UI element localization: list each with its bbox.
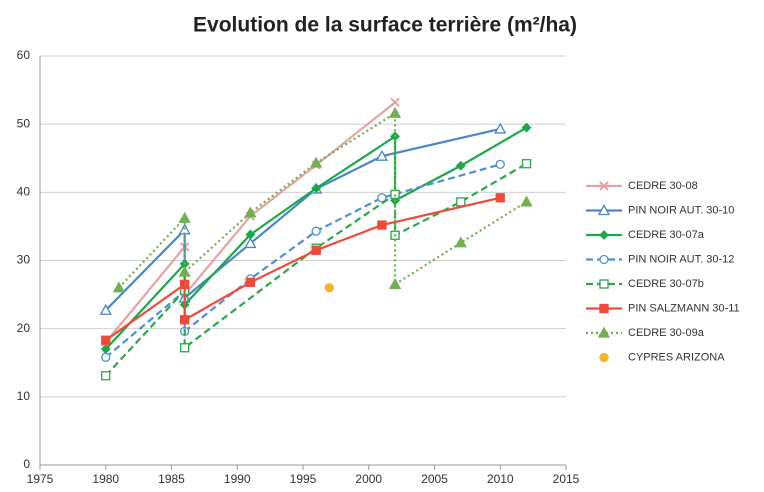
marker (456, 197, 466, 207)
marker (310, 156, 323, 168)
marker (311, 183, 322, 194)
marker (390, 189, 400, 200)
legend-marker (597, 326, 611, 338)
x-tick-label: 1995 (290, 472, 317, 486)
marker (377, 220, 387, 230)
legend-label: CEDRE 30-09a (628, 327, 705, 339)
legend-label: CEDRE 30-07a (628, 229, 705, 241)
y-tick-label: 20 (17, 321, 31, 335)
chart-title: Evolution de la surface terrière (m²/ha) (193, 14, 577, 37)
marker (454, 236, 467, 248)
x-tick-label: 2010 (487, 472, 514, 486)
series-line (104, 162, 528, 377)
x-tick-label: 2015 (553, 472, 580, 486)
legend-label: CEDRE 30-07b (628, 278, 704, 290)
marker (495, 193, 505, 203)
marker (179, 279, 190, 290)
marker (388, 278, 402, 290)
y-tick-label: 50 (17, 116, 31, 130)
marker (390, 97, 400, 108)
legend-marker (599, 303, 609, 314)
marker (494, 122, 507, 134)
marker (311, 245, 321, 255)
x-tick-label: 1990 (224, 472, 251, 486)
marker (244, 237, 257, 249)
marker (455, 160, 466, 171)
marker (495, 159, 505, 170)
marker (377, 193, 387, 203)
marker (99, 303, 112, 315)
y-tick-label: 60 (17, 48, 31, 62)
series-line (104, 127, 501, 312)
legend-marker (597, 204, 611, 216)
marker (112, 281, 126, 293)
marker (179, 343, 190, 353)
x-tick-label: 1975 (27, 472, 54, 486)
y-tick-label: 10 (17, 389, 31, 403)
marker (245, 229, 256, 240)
marker (178, 211, 191, 223)
marker (101, 335, 111, 345)
legend-marker (599, 254, 609, 265)
x-tick-label: 2005 (421, 472, 448, 486)
marker (311, 226, 321, 236)
marker (179, 315, 190, 325)
marker (521, 159, 532, 169)
marker (375, 149, 389, 161)
y-tick-label: 30 (17, 253, 31, 267)
legend-marker (599, 352, 609, 363)
legend-label: CEDRE 30-08 (628, 180, 698, 192)
marker (521, 122, 532, 133)
marker (178, 265, 191, 277)
marker (324, 283, 334, 293)
legend-marker (599, 181, 609, 191)
x-tick-label: 1980 (92, 472, 119, 486)
marker (520, 195, 533, 207)
y-tick-label: 0 (23, 457, 30, 471)
y-tick-label: 40 (17, 185, 31, 199)
series-line (104, 101, 396, 344)
x-tick-label: 2000 (355, 472, 382, 486)
legend-label: PIN NOIR AUT. 30-12 (628, 253, 734, 265)
x-tick-label: 1985 (158, 472, 185, 486)
marker (101, 371, 111, 381)
marker (101, 352, 111, 362)
legend-marker (599, 279, 609, 289)
legend-label: PIN SALZMANN 30-11 (628, 302, 740, 314)
marker (244, 206, 257, 218)
marker (388, 106, 402, 118)
legend-label: CYPRES ARIZONA (628, 351, 725, 363)
legend-marker (599, 230, 609, 240)
legend-label: PIN NOIR AUT. 30-10 (628, 204, 734, 216)
marker (245, 277, 256, 287)
